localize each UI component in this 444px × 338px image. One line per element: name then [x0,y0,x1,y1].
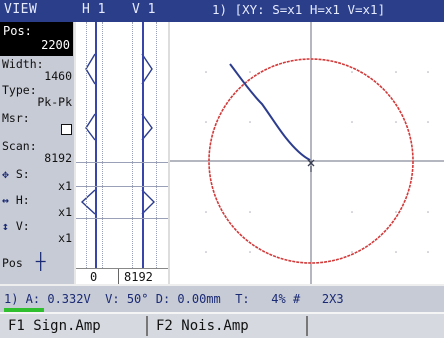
msr-label: Msr: [2,112,72,124]
position-value: 2200 [41,38,70,52]
strip-start-value: 0 [90,270,97,284]
v-value: x1 [2,232,72,244]
measurement-status-bar: 1) A: 0.332V V: 50° D: 0.00mm T: 4% # 2X… [0,284,444,312]
grid-dotted-line [132,22,134,284]
v-baseline [142,22,144,284]
parameter-panel: Pos: 2200 Width: 1460 Type: Pk-Pk Msr: S… [0,22,76,284]
position-field[interactable]: Pos: 2200 [0,22,73,56]
msr-checkbox[interactable] [61,124,72,135]
strip-cursor-line [76,218,168,219]
h-channel-label[interactable]: H 1 [82,2,105,17]
pos-cross-field[interactable]: Pos ┼ [2,256,72,269]
xy-plot-svg [170,22,444,284]
grid-dotted-line [156,22,158,284]
strip-end-value: 8192 [124,270,153,284]
scan-value: 8192 [2,152,72,164]
horizontal-arrows-icon: ↔ [2,193,9,207]
type-value: Pk-Pk [2,96,72,108]
xy-settings-info: 1) [XY: S=x1 H=x1 V=x1] [212,2,385,17]
vertical-arrows-icon: ↕ [2,219,9,233]
measurement-readout: 1) A: 0.332V V: 50° D: 0.00mm T: 4% # 2X… [4,292,344,306]
function-key-bar: F1 Sign.Amp F2 Nois.Amp [0,312,444,338]
strip-traces [76,22,168,284]
plot-grid-dots [205,71,429,253]
s-value: x1 [2,180,72,192]
xy-plot[interactable] [170,22,444,284]
xy-blue-trace [230,64,310,160]
msr-field[interactable]: Msr: [2,112,72,137]
s-scale-field[interactable]: ✥ S: x1 [2,168,72,192]
v-channel-label[interactable]: V 1 [132,2,155,17]
grid-dotted-line [86,22,88,284]
s-label: S: [16,167,30,181]
grid-dotted-line [102,22,104,284]
h-scale-field[interactable]: ↔ H: x1 [2,194,72,218]
hv-strip-view[interactable] [76,22,170,284]
width-field[interactable]: Width: 1460 [2,58,72,82]
width-value: 1460 [2,70,72,82]
v-scale-field[interactable]: ↕ V: x1 [2,220,72,244]
h-trace-peak [82,190,95,214]
strip-cursor-line [76,186,168,187]
h-value: x1 [2,206,72,218]
v-label: V: [16,219,30,233]
strip-separator [118,269,119,285]
top-header-bar: VIEW H 1 V 1 1) [XY: S=x1 H=x1 V=x1] [0,0,444,22]
strip-cursor-line [76,162,168,163]
h-baseline [95,22,97,284]
crosshair-icon: ┼ [36,252,46,271]
pos-label: Pos [2,256,23,270]
f2-noise-amp-button[interactable]: F2 Nois.Amp [148,316,308,336]
scan-field[interactable]: Scan: 8192 [2,140,72,164]
f1-signal-amp-button[interactable]: F1 Sign.Amp [0,316,148,336]
h-label: H: [16,193,30,207]
type-field[interactable]: Type: Pk-Pk [2,84,72,108]
strip-scale: 0 8192 [76,268,168,285]
view-mode-label[interactable]: VIEW [4,2,37,17]
position-label: Pos: [3,24,32,38]
move-cross-icon: ✥ [2,167,9,181]
